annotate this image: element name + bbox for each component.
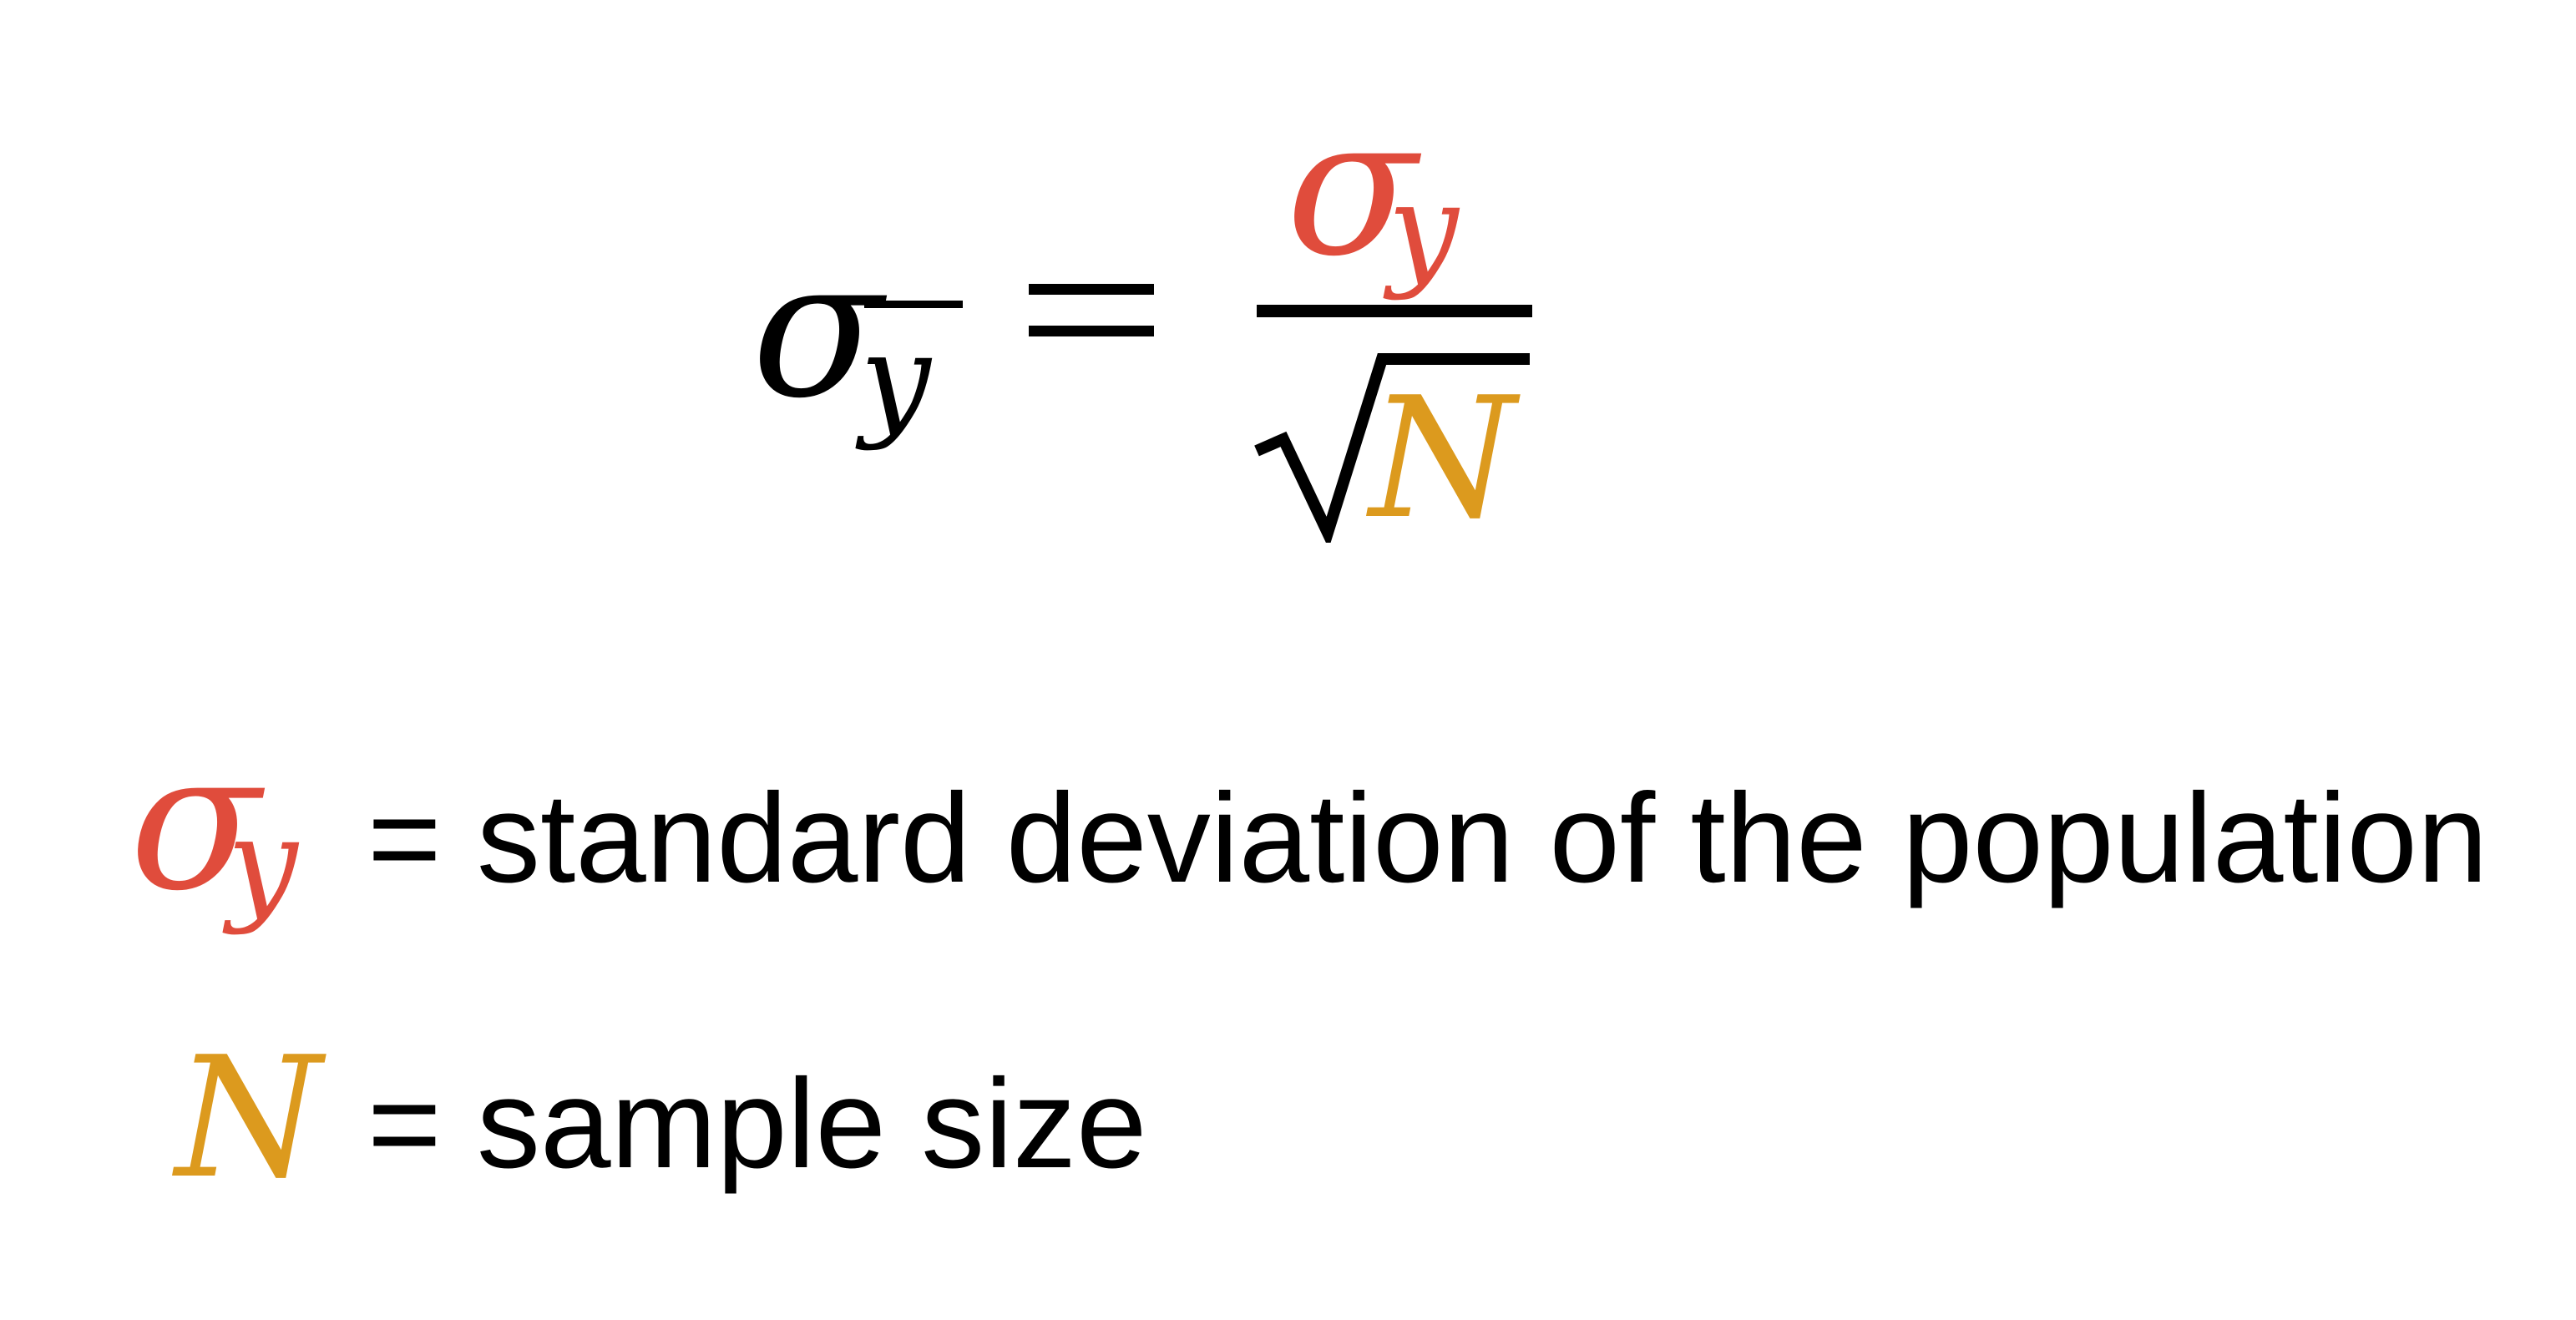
- equals-sign-top: [1029, 284, 1154, 295]
- legend-sigma-definition: = standard deviation of the population: [367, 767, 2488, 909]
- legend-n-definition: = sample size: [367, 1053, 1147, 1195]
- numerator-subscript-y: y: [1388, 157, 1459, 302]
- legend-sigma-subscript: y: [227, 791, 298, 937]
- square-root-icon: [1254, 353, 1530, 543]
- numerator-sigma-symbol: σ: [1286, 76, 1418, 299]
- overline: [864, 301, 963, 308]
- equals-sign-bottom: [1029, 326, 1154, 336]
- legend-n-symbol: N: [175, 1021, 321, 1216]
- lhs-sigma-symbol: σ: [752, 218, 883, 441]
- denominator-n: N: [1369, 362, 1516, 556]
- fraction-bar: [1257, 305, 1532, 317]
- legend-sigma-symbol: σ: [129, 711, 261, 933]
- lhs-subscript-y: y: [860, 307, 931, 453]
